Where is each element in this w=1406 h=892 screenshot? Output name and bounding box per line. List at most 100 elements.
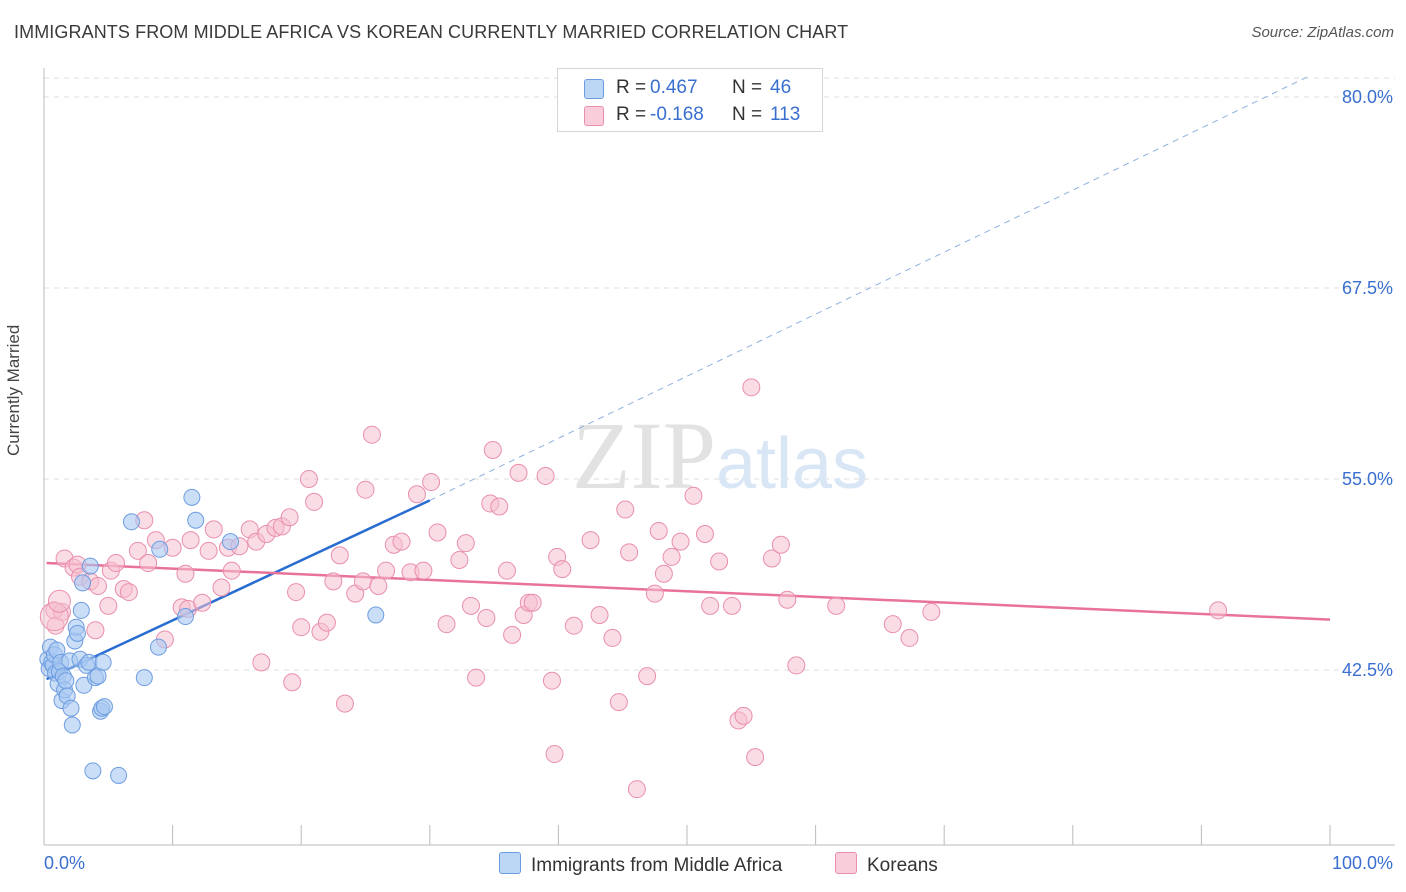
korean-point bbox=[490, 497, 509, 516]
korean-point bbox=[107, 554, 126, 573]
korean-point bbox=[422, 473, 441, 492]
korean-point bbox=[335, 694, 354, 713]
bottom-legend-label-middle-africa: Immigrants from Middle Africa bbox=[531, 855, 783, 876]
korean-point bbox=[377, 561, 396, 580]
middle-africa-point bbox=[95, 698, 113, 716]
middle-africa-point bbox=[176, 608, 194, 626]
axes bbox=[43, 68, 1395, 846]
korean-point bbox=[627, 780, 646, 799]
korean-point bbox=[428, 523, 447, 542]
korean-point bbox=[317, 613, 336, 632]
middle-africa-point bbox=[62, 699, 80, 717]
x-min-label: 0.0% bbox=[44, 853, 86, 873]
correlation-legend: R = 0.467 N = 46 R = -0.168 N = 113 bbox=[557, 68, 823, 132]
korean-point bbox=[696, 525, 715, 544]
korean-point bbox=[684, 486, 703, 505]
korean-point bbox=[771, 535, 790, 554]
middle-africa-point bbox=[68, 624, 86, 642]
korean-point bbox=[222, 561, 241, 580]
legend-swatch-pink bbox=[584, 106, 604, 126]
korean-point bbox=[922, 602, 941, 621]
korean-point bbox=[536, 466, 555, 485]
korean-point bbox=[545, 745, 564, 764]
legend-row-koreans: R = -0.168 N = 113 bbox=[558, 102, 822, 128]
korean-point bbox=[742, 378, 761, 397]
korean-point bbox=[212, 578, 231, 597]
watermark-atlas: atlas bbox=[716, 424, 868, 504]
korean-point bbox=[827, 596, 846, 615]
x-max-label: 100.0% bbox=[1331, 853, 1393, 873]
korean-point bbox=[523, 593, 542, 612]
korean-point bbox=[581, 531, 600, 550]
blue-trend-line bbox=[46, 499, 431, 681]
korean-point bbox=[193, 593, 212, 612]
korean-point bbox=[900, 628, 919, 647]
korean-point bbox=[701, 596, 720, 615]
koreans-points bbox=[39, 378, 1228, 799]
korean-point bbox=[324, 572, 343, 591]
chart-title: IMMIGRANTS FROM MIDDLE AFRICA VS KOREAN … bbox=[14, 22, 849, 42]
korean-point bbox=[467, 668, 486, 687]
legend-row-middle-africa: R = 0.467 N = 46 bbox=[558, 75, 822, 101]
korean-point bbox=[542, 671, 561, 690]
korean-point bbox=[362, 425, 381, 444]
korean-point bbox=[292, 618, 311, 637]
korean-point bbox=[450, 550, 469, 569]
bottom-legend-middle-africa: Immigrants from Middle Africa bbox=[499, 852, 782, 877]
korean-point bbox=[734, 706, 753, 725]
korean-point bbox=[616, 500, 635, 519]
middle-africa-point bbox=[149, 638, 167, 656]
korean-point bbox=[497, 561, 516, 580]
korean-point bbox=[252, 653, 271, 672]
korean-point bbox=[414, 561, 433, 580]
middle-africa-point bbox=[187, 511, 205, 529]
korean-point-large bbox=[47, 589, 71, 613]
korean-point bbox=[746, 748, 765, 767]
legend-r-label: R = bbox=[616, 77, 647, 98]
korean-point bbox=[437, 615, 456, 634]
korean-point bbox=[369, 576, 388, 595]
middle-africa-point bbox=[110, 766, 128, 784]
korean-point bbox=[649, 521, 668, 540]
korean-point bbox=[461, 596, 480, 615]
middle-africa-point bbox=[81, 557, 99, 575]
korean-point bbox=[638, 667, 657, 686]
korean-point bbox=[710, 552, 729, 571]
korean-point bbox=[199, 541, 218, 560]
korean-point bbox=[654, 564, 673, 583]
korean-point bbox=[553, 560, 572, 579]
grid-lines bbox=[44, 77, 1395, 671]
middle-africa-point bbox=[74, 574, 92, 592]
legend-n-label: N = bbox=[732, 77, 763, 98]
korean-point bbox=[723, 596, 742, 615]
bottom-legend-swatch-pink bbox=[835, 852, 857, 874]
legend-n-value: 46 bbox=[770, 77, 792, 98]
korean-point bbox=[503, 625, 522, 644]
korean-point bbox=[778, 590, 797, 609]
korean-point bbox=[609, 693, 628, 712]
middle-africa-point bbox=[63, 716, 81, 734]
legend-r-value: 0.467 bbox=[650, 77, 698, 98]
y-tick-label: 80.0% bbox=[1342, 87, 1393, 107]
korean-point bbox=[1209, 601, 1228, 620]
korean-point bbox=[86, 621, 105, 640]
middle-africa-point bbox=[80, 653, 98, 671]
korean-point bbox=[645, 584, 664, 603]
korean-point bbox=[287, 583, 306, 602]
watermark: ZIPatlas bbox=[572, 402, 868, 509]
korean-point bbox=[119, 583, 138, 602]
korean-point bbox=[204, 520, 223, 539]
legend-r-value: -0.168 bbox=[650, 104, 704, 125]
middle-africa-point bbox=[183, 488, 201, 506]
middle-africa-point bbox=[135, 669, 153, 687]
korean-point bbox=[456, 534, 475, 553]
korean-point bbox=[662, 547, 681, 566]
korean-point bbox=[176, 564, 195, 583]
korean-point bbox=[620, 543, 639, 562]
korean-point bbox=[280, 508, 299, 527]
source-credit: Source: ZipAtlas.com bbox=[1251, 24, 1394, 41]
middle-africa-point bbox=[57, 672, 75, 690]
korean-point bbox=[787, 656, 806, 675]
trend-lines bbox=[46, 75, 1331, 681]
